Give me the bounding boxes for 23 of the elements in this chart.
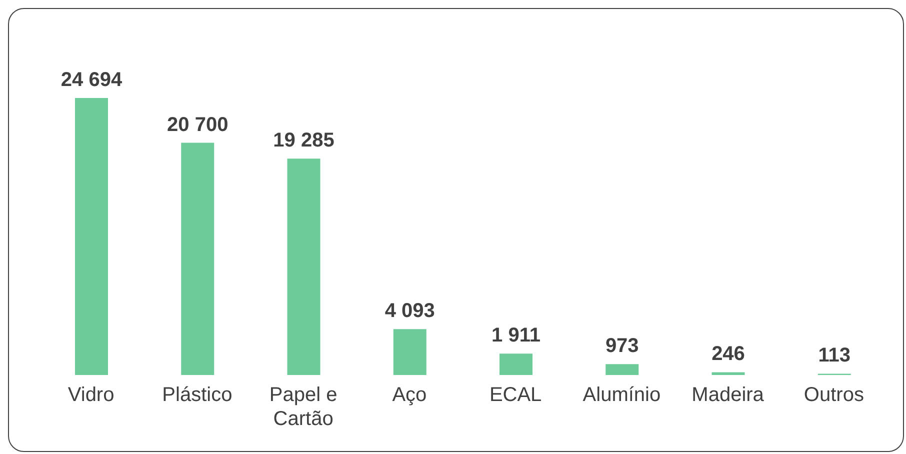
bar: [393, 329, 426, 375]
data-label: 24 694: [60, 69, 123, 91]
data-label: 246: [712, 343, 745, 366]
data-label: 4 093: [384, 300, 435, 322]
x-tick-label: Madeira: [692, 384, 765, 406]
bar: [75, 98, 108, 375]
data-label: 113: [818, 344, 851, 367]
x-tick-label: Aço: [392, 384, 427, 406]
x-tick-label: Vidro: [68, 384, 114, 406]
bar: [287, 158, 320, 375]
x-tick-label: Outros: [804, 384, 864, 406]
x-tick-label: Plástico: [162, 384, 232, 406]
data-label: 20 700: [167, 114, 228, 136]
data-label: 19 285: [273, 130, 334, 152]
bar: [181, 142, 214, 375]
x-tick-label: ECAL: [489, 384, 542, 406]
x-tick-label: Papel e Cartão: [269, 384, 338, 430]
bar: [606, 364, 639, 375]
x-tick-label: Alumínio: [582, 384, 661, 406]
bar: [712, 372, 745, 375]
data-label: 973: [605, 335, 639, 358]
data-label: 1 911: [492, 324, 540, 347]
bar: [500, 354, 532, 375]
